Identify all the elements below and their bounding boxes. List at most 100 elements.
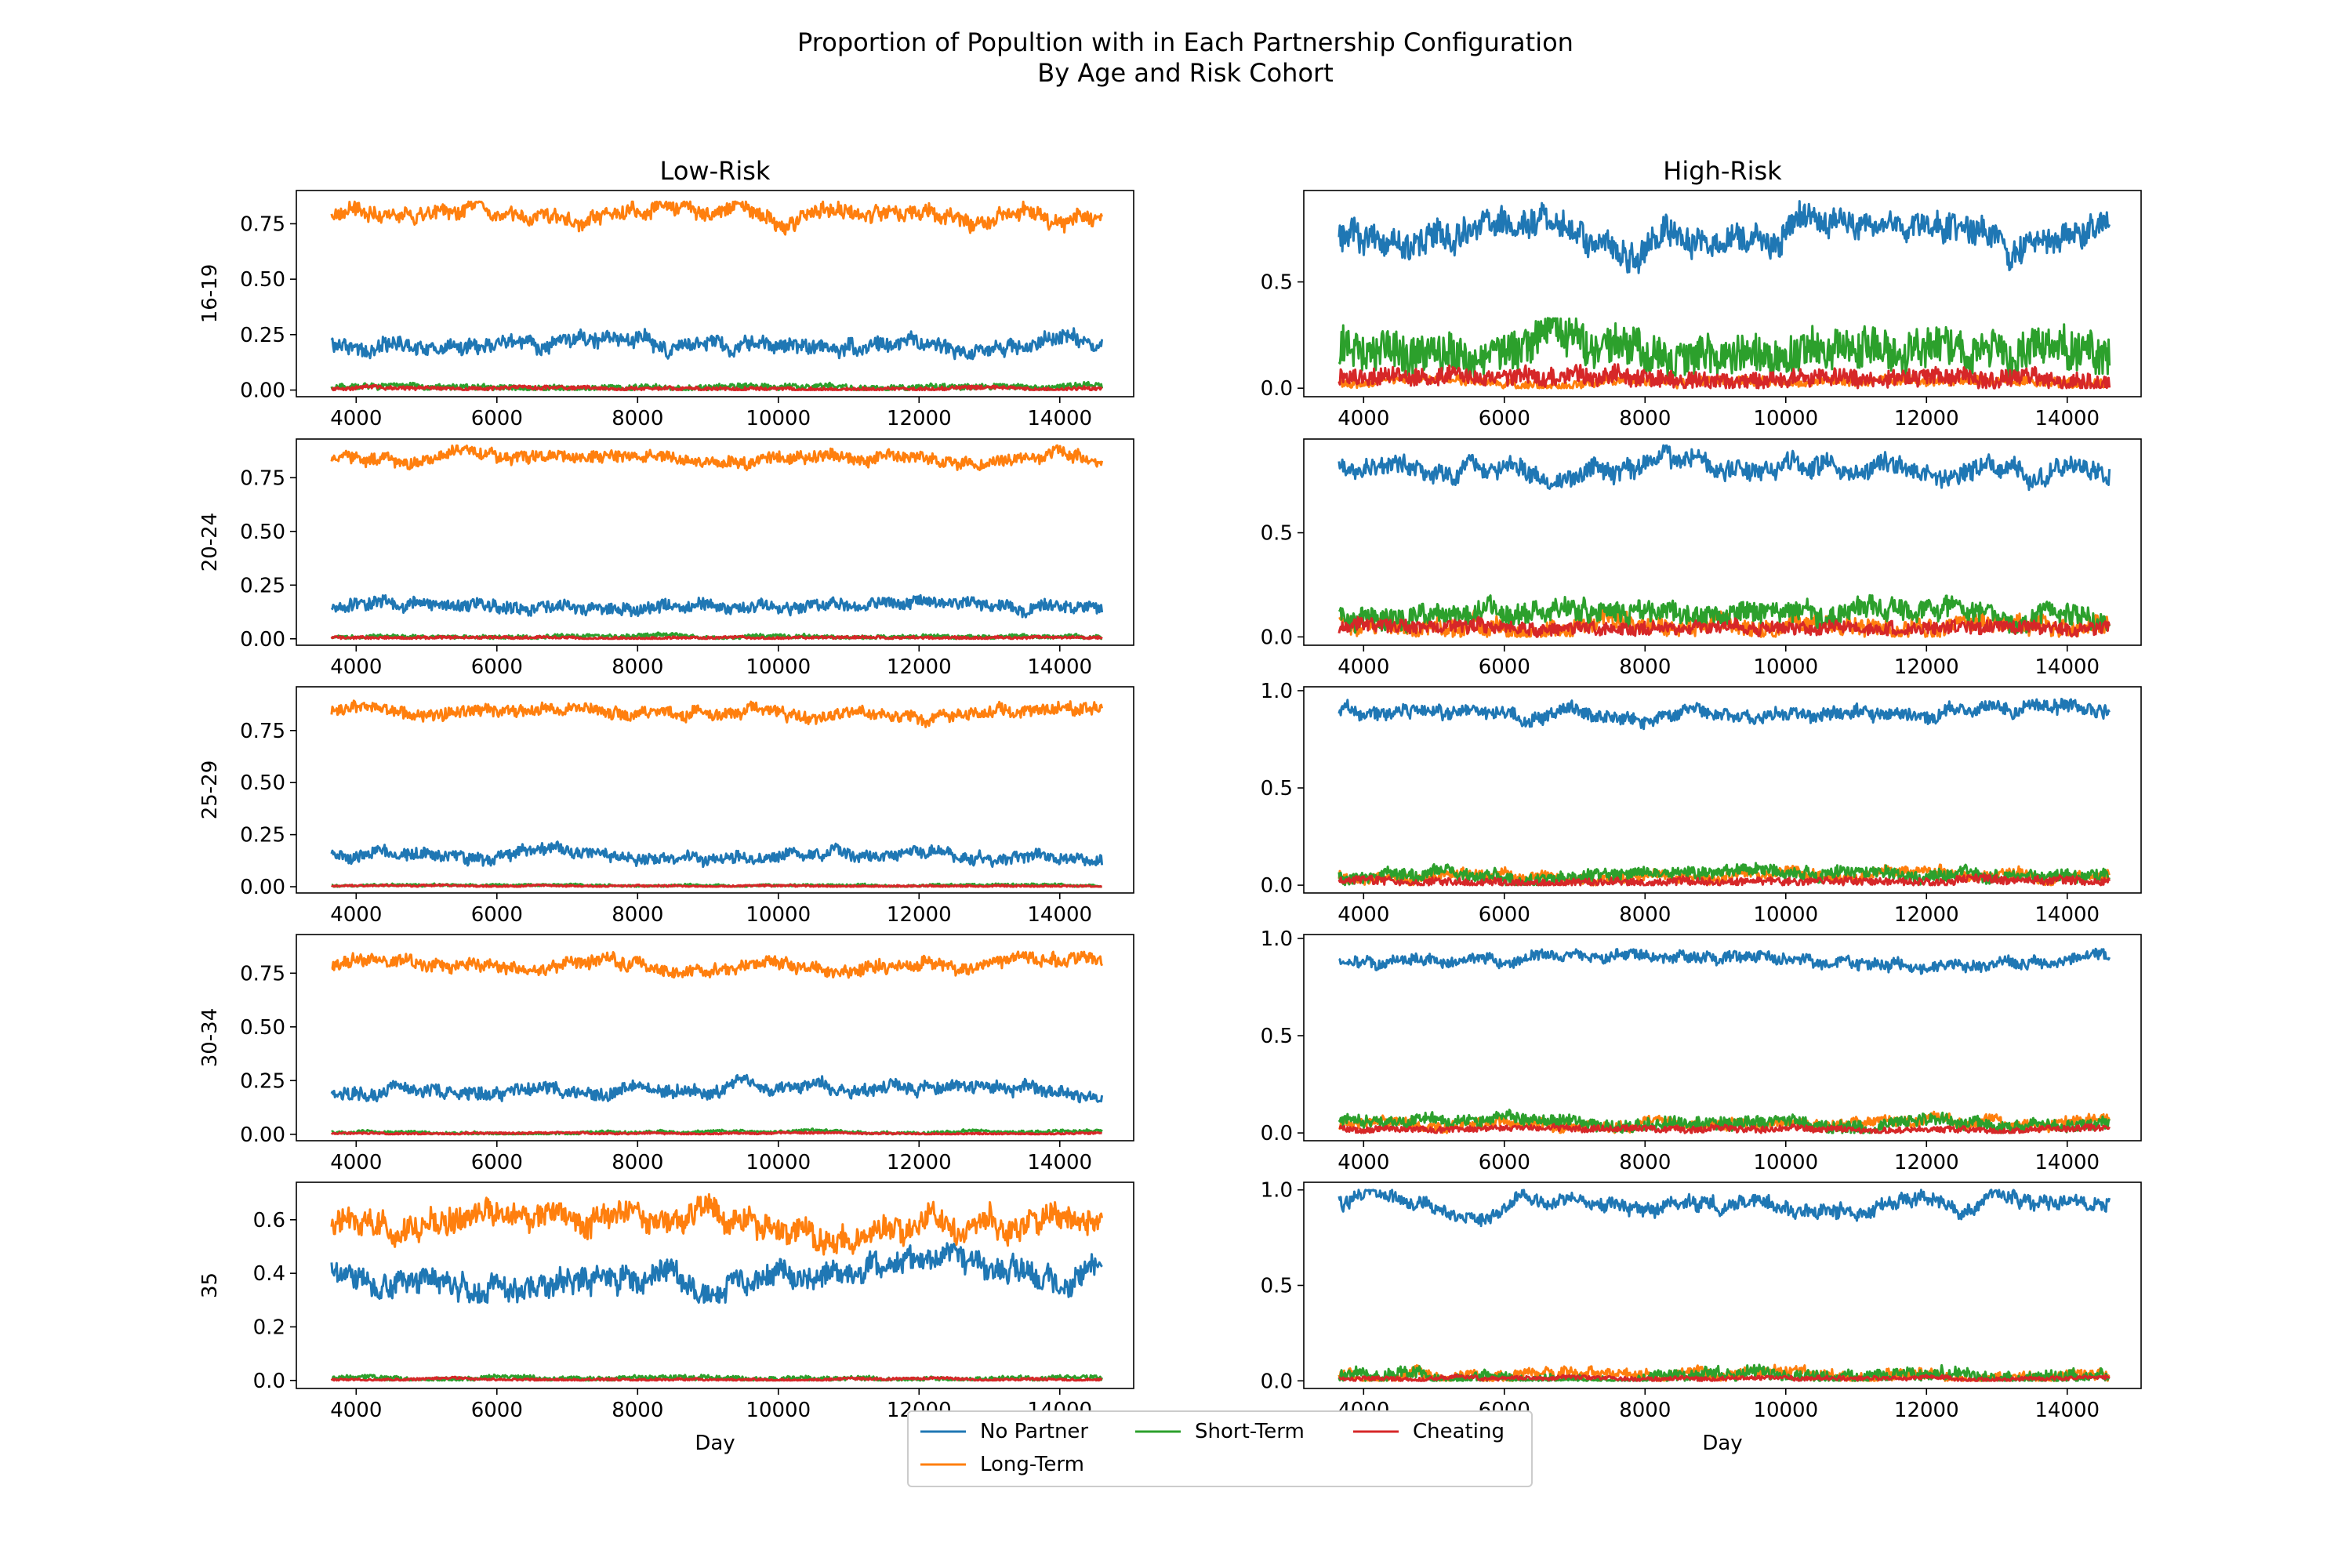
y-tick-label: 0.25 <box>240 824 285 848</box>
x-tick-label: 12000 <box>887 655 952 679</box>
series-line-no-partner <box>330 840 1104 869</box>
series-line-no-partner <box>1338 947 2111 975</box>
y-tick-label: 0.2 <box>253 1316 285 1339</box>
figure-title-line2: By Age and Risk Cohort <box>1037 58 1333 88</box>
y-tick-label: 0.5 <box>1261 1275 1293 1298</box>
x-axis-label: Day <box>1702 1432 1742 1455</box>
legend-entry-cheating: Cheating <box>1353 1420 1504 1443</box>
y-tick-label: 0.0 <box>253 1370 285 1393</box>
series-group <box>330 950 1104 1136</box>
series-line-no-partner <box>1338 1189 2111 1228</box>
axes-frame <box>296 438 1134 646</box>
x-tick-label: 6000 <box>1479 1151 1530 1174</box>
series-line-long-term <box>330 699 1104 728</box>
x-tick-label: 10000 <box>746 903 811 927</box>
legend-label: Long-Term <box>980 1453 1084 1476</box>
y-tick-label: 0.25 <box>240 324 285 347</box>
axes-frame <box>296 1181 1134 1389</box>
x-tick-label: 10000 <box>746 1151 811 1174</box>
series-group <box>1338 444 2111 638</box>
axes-frame <box>1303 190 2142 397</box>
series-line-long-term <box>330 1192 1104 1256</box>
x-tick-label: 12000 <box>887 407 952 430</box>
y-tick-label: 0.00 <box>240 876 285 899</box>
panel-20-24-high-risk: 4000 6000 8000 10000 12000 14000 0.0 0.5 <box>1261 438 2142 679</box>
x-tick-label: 6000 <box>1479 903 1530 927</box>
y-tick-label: 1.0 <box>1261 927 1293 951</box>
y-tick-label: 1.0 <box>1261 1179 1293 1203</box>
y-tick-label: 0.75 <box>240 212 285 236</box>
x-tick-label: 8000 <box>1619 1151 1671 1174</box>
x-axis-label: Day <box>695 1432 735 1455</box>
x-tick-label: 6000 <box>471 903 523 927</box>
y-tick-label: 0.25 <box>240 574 285 597</box>
series-line-cheating <box>330 634 1103 641</box>
x-tick-label: 8000 <box>612 903 663 927</box>
panels: Low-Risk High-Risk 4000 6000 8000 10000 12000 1… <box>198 156 2142 1455</box>
row-label-16-19: 16-19 <box>198 264 222 324</box>
y-tick-label: 0.0 <box>1261 1122 1293 1145</box>
x-tick-label: 4000 <box>330 903 382 927</box>
series-line-long-term <box>331 950 1104 979</box>
y-tick-label: 0.75 <box>240 466 285 490</box>
x-tick-label: 12000 <box>1894 655 1959 679</box>
series-line-cheating <box>330 1131 1102 1136</box>
x-tick-label: 12000 <box>1894 1399 1959 1422</box>
x-tick-label: 8000 <box>1619 655 1671 679</box>
x-tick-label: 4000 <box>1338 1151 1389 1174</box>
y-tick-label: 0.00 <box>240 628 285 652</box>
x-tick-label: 8000 <box>612 1151 663 1174</box>
series-line-cheating <box>331 883 1102 888</box>
y-tick-label: 0.5 <box>1261 271 1293 295</box>
x-tick-label: 14000 <box>1027 655 1092 679</box>
x-tick-label: 8000 <box>1619 407 1671 430</box>
series-line-cheating <box>1338 363 2111 390</box>
row-label-30-34: 30-34 <box>198 1008 222 1068</box>
legend-label: Short-Term <box>1195 1420 1305 1443</box>
column-title-low-risk: Low-Risk <box>660 156 771 186</box>
series-group <box>330 1192 1104 1382</box>
x-tick-label: 4000 <box>1338 903 1389 927</box>
series-line-cheating <box>330 1375 1103 1382</box>
axes-frame <box>296 934 1134 1142</box>
x-tick-label: 14000 <box>2034 903 2100 927</box>
panel-30-34-high-risk: 4000 6000 8000 10000 12000 14000 0.0 0.5 1.0 <box>1261 927 2142 1174</box>
panel-20-24-low-risk: 4000 6000 8000 10000 12000 14000 0.00 0.25 0.50 0… <box>198 438 1134 679</box>
axes-frame <box>1303 438 2142 646</box>
y-tick-label: 0.50 <box>240 268 285 292</box>
x-tick-label: 4000 <box>330 1399 382 1422</box>
y-tick-label: 0.50 <box>240 521 285 544</box>
x-tick-label: 6000 <box>471 1399 523 1422</box>
panel-25-29-high-risk: 4000 6000 8000 10000 12000 14000 0.0 0.5 1.0 <box>1261 680 2142 927</box>
series-group <box>1338 947 2111 1134</box>
series-line-cheating <box>331 383 1103 391</box>
legend-entry-long-term: Long-Term <box>920 1453 1084 1476</box>
x-tick-label: 12000 <box>887 903 952 927</box>
series-line-cheating <box>1338 1373 2111 1382</box>
x-tick-label: 6000 <box>1479 655 1530 679</box>
x-tick-label: 4000 <box>330 655 382 679</box>
x-tick-label: 6000 <box>1479 407 1530 430</box>
x-tick-label: 12000 <box>887 1151 952 1174</box>
axes-frame <box>296 190 1134 397</box>
x-tick-label: 12000 <box>1894 407 1959 430</box>
y-tick-label: 0.25 <box>240 1069 285 1093</box>
x-tick-label: 14000 <box>2034 1399 2100 1422</box>
y-tick-label: 0.0 <box>1261 626 1293 649</box>
legend-label: No Partner <box>980 1420 1088 1443</box>
x-tick-label: 8000 <box>612 407 663 430</box>
series-line-no-partner <box>1338 698 2111 731</box>
y-tick-label: 0.6 <box>253 1209 285 1232</box>
x-tick-label: 4000 <box>330 1151 382 1174</box>
x-tick-label: 6000 <box>471 407 523 430</box>
axes-frame <box>296 686 1134 894</box>
legend-entry-short-term: Short-Term <box>1135 1420 1305 1443</box>
x-tick-label: 8000 <box>1619 903 1671 927</box>
x-tick-label: 10000 <box>1753 407 1818 430</box>
y-tick-label: 0.4 <box>253 1262 285 1286</box>
series-line-long-term <box>330 200 1104 236</box>
series-line-no-partner <box>330 1242 1103 1304</box>
x-tick-label: 14000 <box>2034 1151 2100 1174</box>
y-tick-label: 0.50 <box>240 771 285 795</box>
x-tick-label: 10000 <box>1753 655 1818 679</box>
